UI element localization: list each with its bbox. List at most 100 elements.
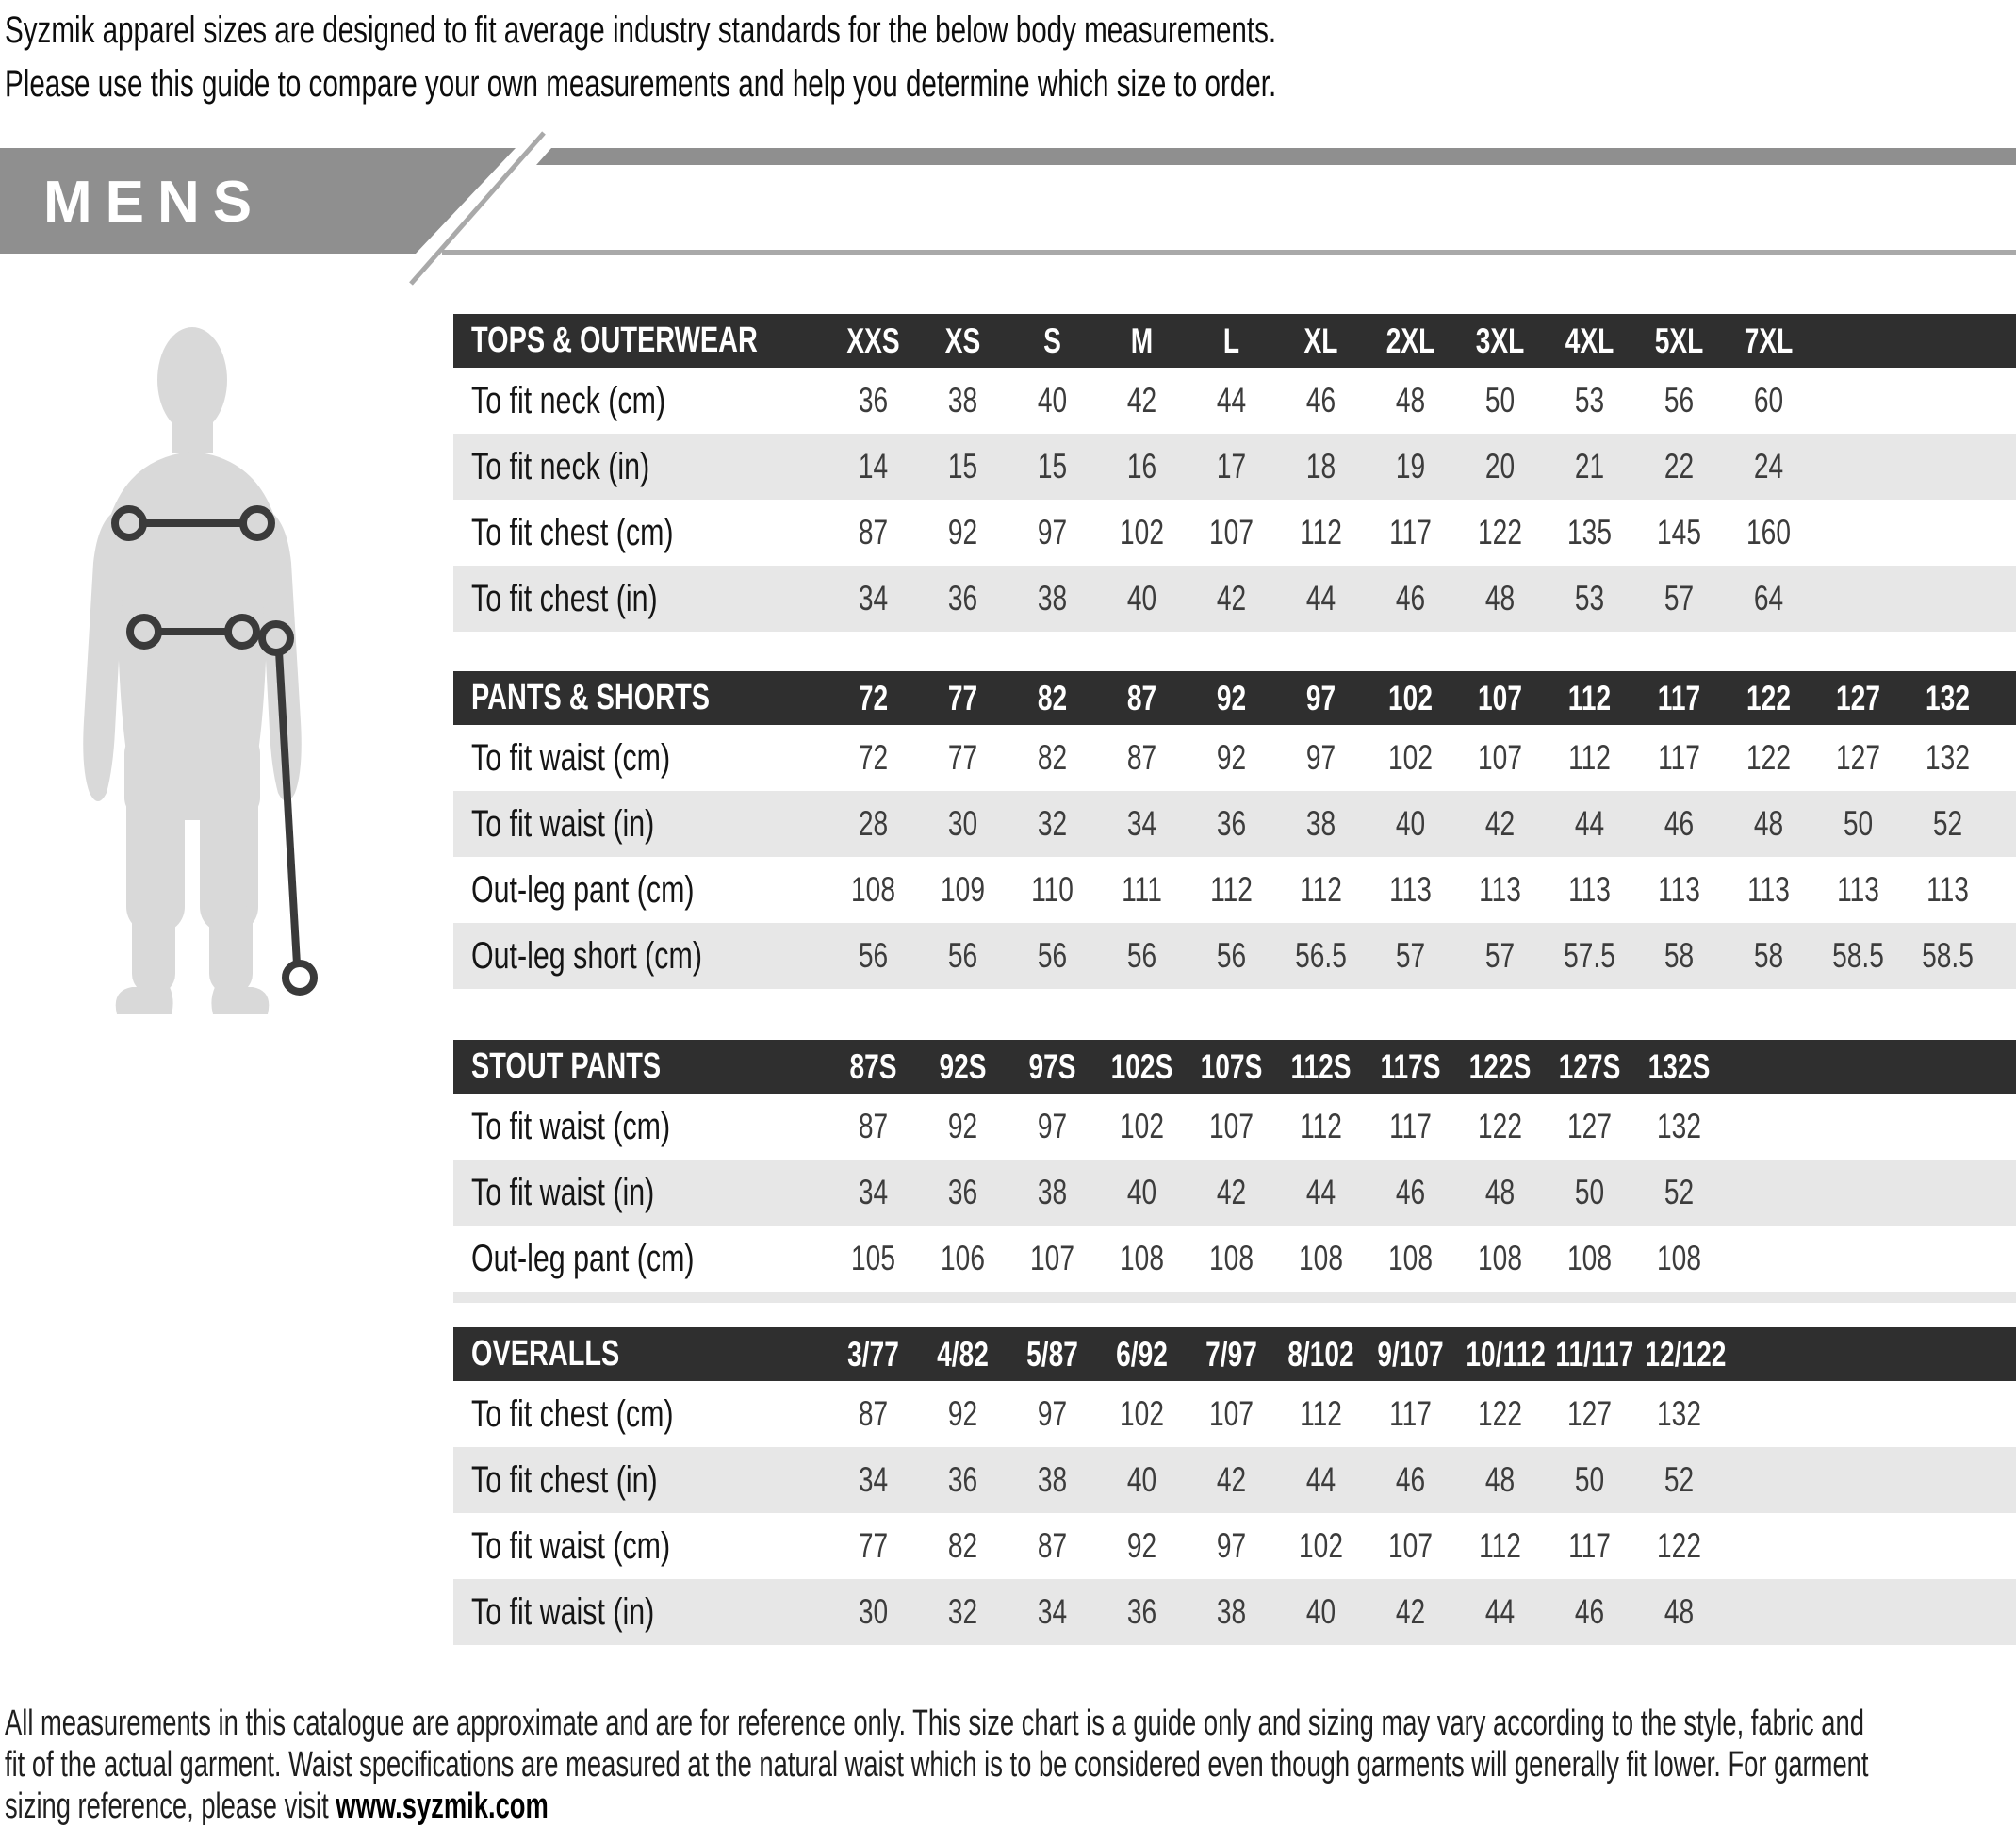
section-title: MENS xyxy=(43,170,266,235)
row-label: To fit chest (cm) xyxy=(471,1393,674,1435)
cell-value: 34 xyxy=(858,1173,888,1211)
cell-value: 16 xyxy=(1126,447,1156,486)
cell-value: 38 xyxy=(1037,579,1067,617)
cell-value: 28 xyxy=(858,804,888,843)
disclaimer-line-3: sizing reference, please visit www.syzmi… xyxy=(5,1786,1868,1827)
cell-value: 109 xyxy=(940,870,985,909)
cell-value: 56 xyxy=(1037,936,1067,975)
cell-value: 107 xyxy=(1208,1394,1254,1433)
cell-value: 57.5 xyxy=(1563,936,1615,975)
table-header: OVERALLS 3/77 4/82 5/87 6/92 7/97 8/102 9/107 10… xyxy=(453,1327,2016,1381)
table-row: To fit waist (in) 28 30 32 34 36 38 40 42 44 46 48 5… xyxy=(453,791,2016,857)
cell-value: 57 xyxy=(1664,579,1694,617)
cell-value: 113 xyxy=(1657,870,1700,909)
cell-value: 111 xyxy=(1121,870,1162,909)
table-row: To fit chest (in) 34 36 38 40 42 44 46 48 53 57 64 xyxy=(453,566,2016,632)
body-silhouette xyxy=(83,327,302,1014)
table-row: To fit chest (cm) 87 92 97 102 107 112 117 122 12… xyxy=(453,1381,2016,1447)
cell-value: 77 xyxy=(858,1526,888,1565)
cell-value: 40 xyxy=(1305,1592,1336,1631)
cell-value: 36 xyxy=(1126,1592,1156,1631)
size-table-overalls: OVERALLS 3/77 4/82 5/87 6/92 7/97 8/102 9/107 10… xyxy=(453,1327,2016,1645)
column-header: 2XL xyxy=(1385,321,1434,360)
cell-value: 38 xyxy=(1037,1460,1067,1499)
cell-value: 145 xyxy=(1656,513,1701,551)
row-label: To fit chest (in) xyxy=(471,578,658,619)
cell-value: 48 xyxy=(1484,1460,1515,1499)
cell-value: 107 xyxy=(1208,513,1254,551)
cell-value: 19 xyxy=(1395,447,1425,486)
cell-value: 87 xyxy=(1037,1526,1067,1565)
cell-value: 42 xyxy=(1216,1173,1246,1211)
cell-value: 108 xyxy=(1208,1239,1254,1277)
cell-value: 112 xyxy=(1209,870,1253,909)
cell-value: 64 xyxy=(1753,579,1783,617)
column-header: S xyxy=(1042,321,1061,360)
cell-value: 42 xyxy=(1126,381,1156,420)
cell-value: 46 xyxy=(1664,804,1694,843)
cell-value: 52 xyxy=(1664,1460,1694,1499)
column-header: 77 xyxy=(947,679,977,717)
cell-value: 56.5 xyxy=(1294,936,1347,975)
cell-value: 14 xyxy=(858,447,888,486)
cell-value: 46 xyxy=(1395,579,1425,617)
cell-value: 46 xyxy=(1395,1460,1425,1499)
cell-value: 40 xyxy=(1126,579,1156,617)
table-row: To fit chest (in) 34 36 38 40 42 44 46 48 50 52 xyxy=(453,1447,2016,1513)
disclaimer-text: All measurements in this catalogue are a… xyxy=(5,1703,2016,1827)
cell-value: 50 xyxy=(1574,1173,1604,1211)
cell-value: 97 xyxy=(1216,1526,1246,1565)
cell-value: 112 xyxy=(1478,1526,1521,1565)
cell-value: 50 xyxy=(1574,1460,1604,1499)
cell-value: 113 xyxy=(1926,870,1969,909)
column-header: 122S xyxy=(1468,1047,1531,1086)
cell-value: 46 xyxy=(1305,381,1336,420)
table-header: PANTS & SHORTS 72 77 82 87 92 97 102 107 112 117 12… xyxy=(453,671,2016,725)
table-title: STOUT PANTS xyxy=(471,1046,662,1086)
column-header: 5XL xyxy=(1654,321,1703,360)
cell-value: 132 xyxy=(1656,1394,1701,1433)
column-header: 7/97 xyxy=(1205,1335,1257,1374)
cell-value: 107 xyxy=(1387,1526,1433,1565)
column-header: 11/117 xyxy=(1554,1335,1633,1374)
cell-value: 50 xyxy=(1843,804,1873,843)
website-link: www.syzmik.com xyxy=(336,1786,549,1826)
cell-value: 48 xyxy=(1664,1592,1694,1631)
table-row: Out-leg pant (cm) 108 109 110 111 112 112 113 11… xyxy=(453,857,2016,923)
table-row: To fit waist (in) 30 32 34 36 38 40 42 44 46 48 xyxy=(453,1579,2016,1645)
cell-value: 92 xyxy=(947,513,977,551)
cell-value: 42 xyxy=(1395,1592,1425,1631)
cell-value: 53 xyxy=(1574,381,1604,420)
cell-value: 108 xyxy=(1298,1239,1343,1277)
cell-value: 105 xyxy=(850,1239,895,1277)
column-header: 9/107 xyxy=(1376,1335,1444,1374)
outleg-measure-line xyxy=(258,620,318,996)
cell-value: 117 xyxy=(1657,738,1700,777)
column-header: XL xyxy=(1303,321,1337,360)
cell-value: 107 xyxy=(1208,1107,1254,1145)
cell-value: 40 xyxy=(1395,804,1425,843)
cell-value: 34 xyxy=(858,1460,888,1499)
cell-value: 92 xyxy=(947,1394,977,1433)
table-bottom-strip xyxy=(453,1292,2016,1303)
table-row: To fit waist (in) 34 36 38 40 42 44 46 48 50 52 xyxy=(453,1160,2016,1226)
cell-value: 42 xyxy=(1216,1460,1246,1499)
cell-value: 56 xyxy=(1126,936,1156,975)
cell-value: 30 xyxy=(947,804,977,843)
column-header: 92S xyxy=(938,1047,987,1086)
row-label: To fit waist (cm) xyxy=(471,1106,671,1147)
disclaimer-line-2: fit of the actual garment. Waist specifi… xyxy=(5,1745,1869,1785)
row-label: To fit waist (cm) xyxy=(471,737,671,779)
cell-value: 82 xyxy=(1037,738,1067,777)
cell-value: 40 xyxy=(1037,381,1067,420)
cell-value: 87 xyxy=(858,1394,888,1433)
row-label: To fit chest (in) xyxy=(471,1459,658,1501)
cell-value: 72 xyxy=(858,738,888,777)
cell-value: 15 xyxy=(1037,447,1067,486)
cell-value: 18 xyxy=(1305,447,1336,486)
cell-value: 36 xyxy=(947,1460,977,1499)
cell-value: 77 xyxy=(947,738,977,777)
column-header: 12/122 xyxy=(1644,1335,1726,1374)
cell-value: 58 xyxy=(1664,936,1694,975)
table-row: Out-leg pant (cm) 105 106 107 108 108 108 108 10… xyxy=(453,1226,2016,1292)
